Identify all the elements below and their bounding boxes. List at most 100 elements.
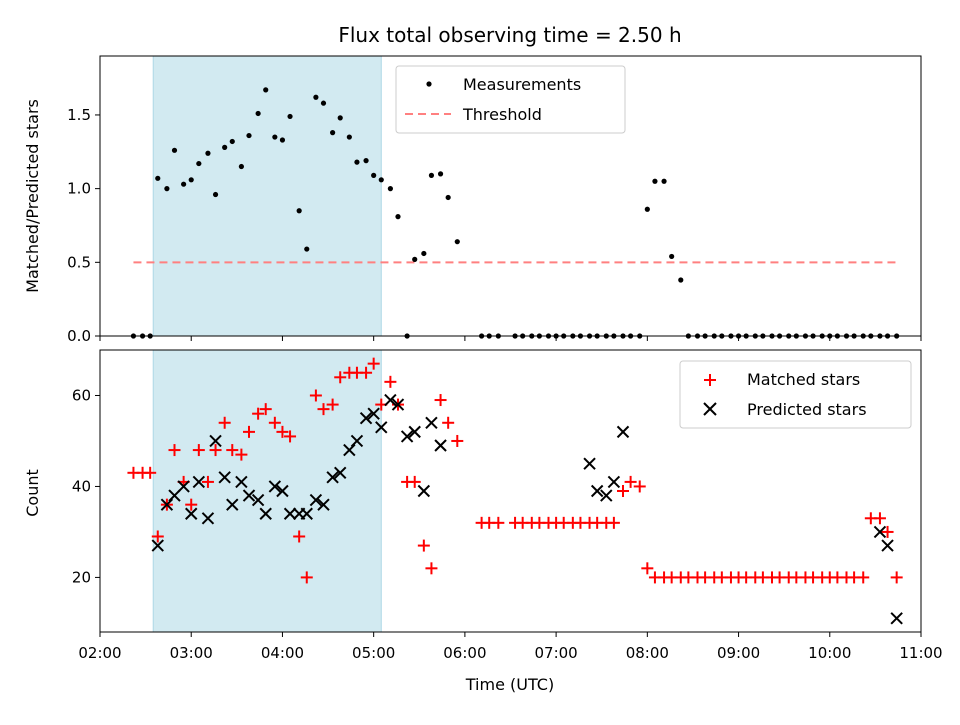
- measurement-point: [395, 214, 401, 220]
- predicted-star-point: [600, 489, 613, 502]
- measurement-point: [212, 191, 219, 198]
- legend-matched-marker: [704, 374, 716, 386]
- measurement-point: [296, 208, 302, 214]
- legend-threshold-label: Threshold: [462, 105, 542, 124]
- measurement-point: [287, 113, 293, 120]
- measurement-point: [205, 150, 211, 156]
- matched-star-point: [408, 475, 421, 488]
- matched-star-point: [284, 430, 297, 443]
- predicted-star-point: [317, 498, 330, 511]
- matched-star-point: [192, 444, 205, 457]
- matched-star-point: [641, 562, 654, 575]
- measurement-point: [313, 94, 319, 100]
- predicted-star-point: [375, 421, 388, 434]
- predicted-star-point: [350, 434, 364, 448]
- measurement-point: [337, 115, 343, 121]
- predicted-star-point: [177, 480, 190, 493]
- predicted-star-point: [192, 475, 206, 489]
- bottom-x-tick-label: 03:00: [170, 644, 213, 662]
- legend-measurements-marker: [426, 81, 432, 87]
- chart-title: Flux total observing time = 2.50 h: [338, 23, 681, 47]
- bottom-y-axis-label: Count: [23, 469, 42, 517]
- bottom-y-tick-label: 60: [72, 386, 91, 404]
- bottom-x-tick-label: 02:00: [78, 644, 121, 662]
- predicted-star-point: [590, 484, 604, 498]
- predicted-star-point: [607, 475, 621, 489]
- matched-star-point: [624, 475, 637, 488]
- matched-star-point: [201, 475, 214, 488]
- predicted-star-point: [334, 466, 347, 480]
- matched-star-point: [360, 366, 373, 379]
- matched-star-point: [242, 425, 255, 438]
- measurement-point: [678, 277, 684, 283]
- matched-star-point: [209, 444, 222, 457]
- top-plot-frame: [99, 55, 922, 337]
- matched-star-point: [617, 485, 630, 497]
- predicted-star-point: [300, 507, 313, 520]
- matched-star-point: [425, 562, 438, 575]
- matched-star-point: [633, 480, 646, 493]
- predicted-star-point: [209, 434, 222, 448]
- legend-matched-label: Matched stars: [747, 370, 860, 389]
- measurement-point: [428, 172, 435, 178]
- matched-star-point: [168, 444, 181, 457]
- matched-star-point: [317, 403, 330, 416]
- measurement-point: [644, 206, 650, 212]
- matched-star-point: [252, 407, 265, 420]
- predicted-star-point: [151, 539, 164, 552]
- matched-star-point: [492, 516, 505, 529]
- matched-star-point: [235, 448, 248, 461]
- measurement-point: [304, 246, 310, 252]
- measurement-point: [454, 239, 460, 245]
- bottom-x-tick-label: 09:00: [717, 644, 760, 662]
- predicted-star-point: [251, 493, 265, 507]
- predicted-star-point: [283, 507, 297, 520]
- bottom-plot-frame: [99, 349, 922, 633]
- top-y-tick-label: 0.0: [67, 327, 91, 345]
- predicted-star-point: [391, 398, 405, 411]
- matched-star-point: [417, 539, 430, 552]
- top-panel: 0.0 0.5 1.0 1.5 Matched/Predicted stars Mea…: [23, 55, 922, 345]
- top-shaded-interval: [152, 55, 382, 337]
- predicted-star-point: [367, 407, 380, 420]
- measurement-point: [354, 159, 360, 165]
- predicted-star-point: [384, 393, 397, 407]
- measurement-point: [320, 100, 327, 106]
- bottom-x-tick-label: 05:00: [352, 644, 395, 662]
- predicted-star-point: [185, 507, 198, 520]
- predicted-star-point: [326, 471, 339, 484]
- measurement-point: [330, 130, 336, 136]
- predicted-star-point: [242, 489, 256, 502]
- bottom-legend: Matched stars Predicted stars: [679, 360, 912, 429]
- bottom-panel: 20 40 60 02:00 03:00 04:00 05:00 06:00 07:00 08:0…: [23, 349, 943, 694]
- predicted-star-point: [873, 525, 887, 539]
- measurement-point: [363, 158, 369, 164]
- predicted-star-point: [226, 498, 239, 511]
- matched-star-point: [607, 516, 620, 529]
- measurement-point: [669, 253, 675, 260]
- top-y-tick-label: 0.5: [67, 253, 91, 271]
- bottom-x-tick-label: 07:00: [534, 644, 577, 662]
- bottom-x-tick-label: 04:00: [261, 644, 304, 662]
- predicted-star-point: [425, 416, 438, 429]
- matched-star-point: [226, 444, 239, 457]
- predicted-star-point: [434, 439, 447, 452]
- matched-star-point: [276, 425, 289, 438]
- measurement-point: [222, 144, 228, 150]
- matched-star-point: [218, 416, 231, 429]
- top-legend-frame: [395, 65, 626, 134]
- matched-star-point: [268, 416, 281, 429]
- matched-star-point: [334, 371, 347, 384]
- predicted-star-point: [408, 425, 421, 439]
- matched-star-point: [309, 389, 322, 402]
- bottom-x-tick-label: 10:00: [808, 644, 851, 662]
- matched-star-point: [857, 571, 870, 584]
- bottom-x-tick-label: 08:00: [626, 644, 669, 662]
- predicted-star-point: [400, 430, 414, 443]
- measurement-point: [171, 147, 178, 153]
- measurement-point: [263, 87, 269, 93]
- predicted-star-point: [276, 484, 289, 498]
- measurement-point: [378, 177, 384, 183]
- matched-star-point: [259, 403, 272, 416]
